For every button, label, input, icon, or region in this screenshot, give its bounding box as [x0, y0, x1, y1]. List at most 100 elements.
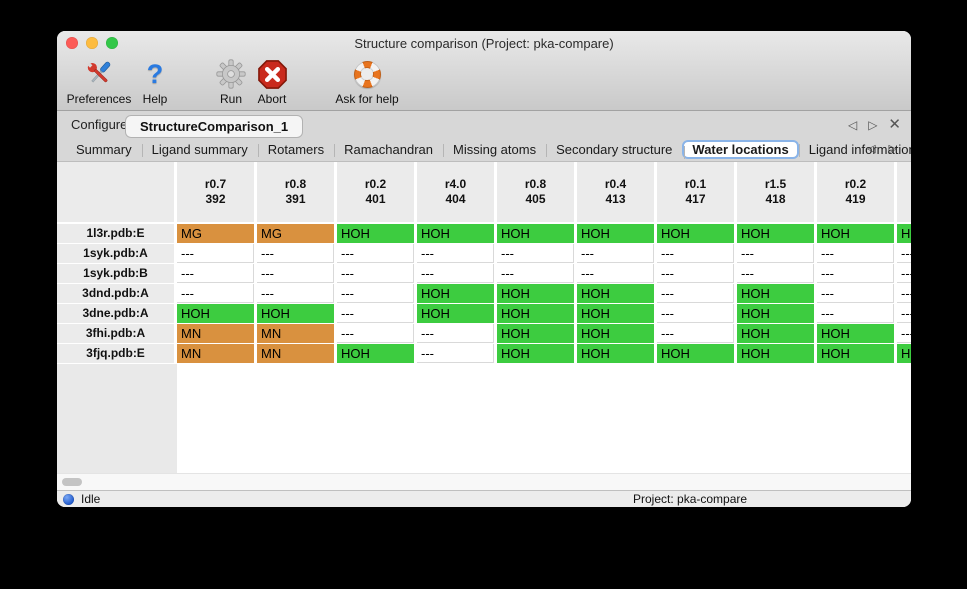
water-cell[interactable]: ---: [657, 304, 737, 324]
water-cell[interactable]: HOH: [257, 304, 337, 324]
subtab-missing-atoms[interactable]: Missing atoms: [442, 140, 546, 159]
water-cell[interactable]: ---: [337, 284, 417, 304]
water-cell[interactable]: MN: [257, 344, 337, 364]
subtab-secondary-structure[interactable]: Secondary structure: [546, 140, 682, 159]
water-cell[interactable]: ---: [817, 284, 897, 304]
column-header-392[interactable]: r0.7 392: [177, 162, 257, 224]
water-cell[interactable]: ---: [657, 264, 737, 284]
water-cell[interactable]: HOH: [817, 324, 897, 344]
water-cell[interactable]: MN: [257, 324, 337, 344]
tab-scroll-right-icon[interactable]: ▷: [868, 118, 878, 132]
water-cell[interactable]: MN: [177, 344, 257, 364]
subtab-rotamers[interactable]: Rotamers: [257, 140, 334, 159]
water-cell[interactable]: ---: [257, 244, 337, 264]
row-header-3fjq.pdb:E[interactable]: 3fjq.pdb:E: [57, 344, 177, 364]
water-cell[interactable]: HOH: [497, 304, 577, 324]
close-window-button[interactable]: [66, 37, 78, 49]
water-cell[interactable]: ---: [657, 284, 737, 304]
column-header-partial[interactable]: [897, 162, 911, 224]
water-cell[interactable]: HOH: [817, 344, 897, 364]
water-cell[interactable]: HOH: [497, 224, 577, 244]
water-cell[interactable]: ---: [417, 244, 497, 264]
water-cell[interactable]: MN: [177, 324, 257, 344]
water-cell[interactable]: ---: [577, 244, 657, 264]
water-cell[interactable]: HOH: [737, 324, 817, 344]
water-cell[interactable]: HOH: [577, 324, 657, 344]
water-cell[interactable]: MG: [257, 224, 337, 244]
run-button[interactable]: Run: [207, 56, 255, 106]
water-cell[interactable]: ---: [337, 324, 417, 344]
column-header-413[interactable]: r0.4 413: [577, 162, 657, 224]
subtab-ramachandran[interactable]: Ramachandran: [334, 140, 443, 159]
water-cell[interactable]: ---: [337, 244, 417, 264]
water-cell[interactable]: HOH: [497, 284, 577, 304]
water-cell[interactable]: HOH: [417, 224, 497, 244]
water-cell[interactable]: ---: [257, 264, 337, 284]
scrollbar-thumb[interactable]: [62, 478, 82, 486]
column-header-418[interactable]: r1.5 418: [737, 162, 817, 224]
water-cell[interactable]: ---: [817, 304, 897, 324]
water-cell[interactable]: HOH: [497, 344, 577, 364]
water-cell[interactable]: HOH: [177, 304, 257, 324]
column-header-401[interactable]: r0.2 401: [337, 162, 417, 224]
tab-scroll-left-icon[interactable]: ◁: [847, 118, 858, 132]
water-cell[interactable]: HOH: [417, 284, 497, 304]
water-cell[interactable]: HOH: [577, 224, 657, 244]
subtab-scroll-left-icon[interactable]: ◁: [867, 143, 876, 155]
water-cell[interactable]: ---: [497, 244, 577, 264]
water-cell[interactable]: HOH: [337, 344, 417, 364]
column-header-391[interactable]: r0.8 391: [257, 162, 337, 224]
water-cell[interactable]: HOH: [417, 304, 497, 324]
water-cell[interactable]: HOH: [657, 344, 737, 364]
water-cell[interactable]: ---: [177, 244, 257, 264]
tab-structurecomparison-1[interactable]: StructureComparison_1: [125, 115, 304, 138]
water-cell[interactable]: HOH: [817, 224, 897, 244]
water-cell[interactable]: ---: [577, 264, 657, 284]
row-header-1syk.pdb:B[interactable]: 1syk.pdb:B: [57, 264, 177, 284]
water-cell[interactable]: HOH: [737, 224, 817, 244]
column-header-405[interactable]: r0.8 405: [497, 162, 577, 224]
column-header-404[interactable]: r4.0 404: [417, 162, 497, 224]
water-cell[interactable]: HOH: [737, 304, 817, 324]
water-cell[interactable]: HOH: [497, 324, 577, 344]
minimize-window-button[interactable]: [86, 37, 98, 49]
water-cell[interactable]: ---: [897, 284, 911, 304]
row-header-1syk.pdb:A[interactable]: 1syk.pdb:A: [57, 244, 177, 264]
water-cell[interactable]: ---: [177, 284, 257, 304]
water-cell[interactable]: HOH: [577, 344, 657, 364]
water-cell[interactable]: ---: [417, 264, 497, 284]
subtab-water-locations[interactable]: Water locations: [682, 140, 799, 159]
row-header-3fhi.pdb:A[interactable]: 3fhi.pdb:A: [57, 324, 177, 344]
ask-for-help-button[interactable]: Ask for help: [327, 56, 407, 106]
water-cell[interactable]: HOH: [577, 304, 657, 324]
water-cell[interactable]: ---: [177, 264, 257, 284]
water-cell[interactable]: HOH: [897, 344, 911, 364]
titlebar[interactable]: Structure comparison (Project: pka-compa…: [57, 31, 911, 55]
water-cell[interactable]: ---: [897, 264, 911, 284]
water-cell[interactable]: ---: [337, 304, 417, 324]
abort-button[interactable]: Abort: [248, 56, 296, 106]
water-cell[interactable]: HOH: [577, 284, 657, 304]
row-header-1l3r.pdb:E[interactable]: 1l3r.pdb:E: [57, 224, 177, 244]
water-cell[interactable]: ---: [337, 264, 417, 284]
water-cell[interactable]: ---: [737, 264, 817, 284]
water-cell[interactable]: HOH: [337, 224, 417, 244]
subtab-ligand-information[interactable]: Ligand information: [798, 140, 911, 159]
subtab-summary[interactable]: Summary: [76, 142, 132, 157]
horizontal-scrollbar[interactable]: [57, 473, 911, 490]
tab-configure[interactable]: Configure: [71, 117, 128, 132]
water-cell[interactable]: MG: [177, 224, 257, 244]
water-cell[interactable]: ---: [417, 344, 497, 364]
water-cell[interactable]: HOH: [897, 224, 911, 244]
help-button[interactable]: ? Help: [135, 56, 175, 106]
column-header-417[interactable]: r0.1 417: [657, 162, 737, 224]
column-header-419[interactable]: r0.2 419: [817, 162, 897, 224]
zoom-window-button[interactable]: [106, 37, 118, 49]
water-cell[interactable]: ---: [897, 324, 911, 344]
water-cell[interactable]: ---: [657, 324, 737, 344]
water-cell[interactable]: ---: [257, 284, 337, 304]
water-cell[interactable]: HOH: [657, 224, 737, 244]
tab-close-icon[interactable]: ✕: [888, 116, 901, 133]
water-cell[interactable]: HOH: [737, 284, 817, 304]
water-cell[interactable]: ---: [737, 244, 817, 264]
